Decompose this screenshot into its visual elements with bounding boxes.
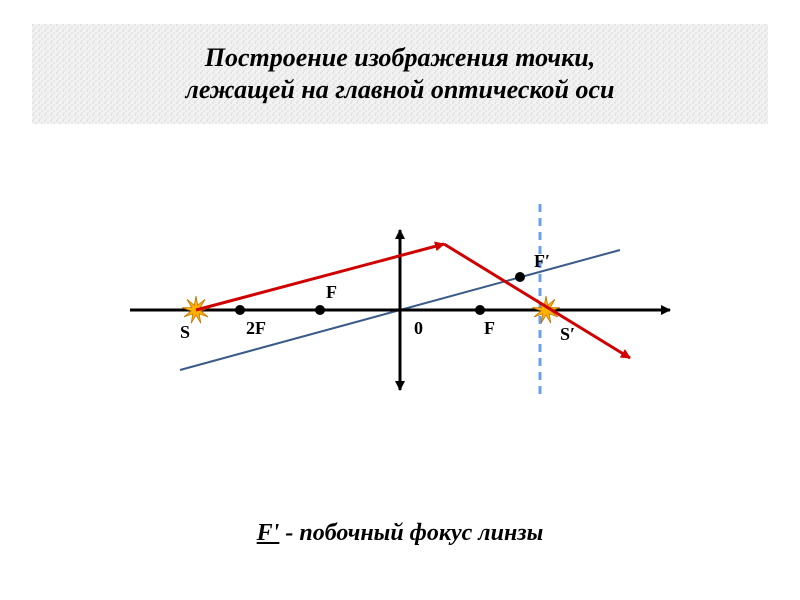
optics-diagram: S 2F F 0 F F′ S′ (100, 180, 700, 440)
caption: F' - побочный фокус линзы (0, 520, 800, 547)
label-F-right: F (484, 318, 495, 338)
point-F-left (315, 305, 325, 315)
label-F-prime: F′ (534, 251, 550, 271)
label-S: S (180, 322, 190, 342)
caption-rest: - побочный фокус линзы (279, 520, 543, 546)
title-band: Построение изображения точки, лежащей на… (32, 24, 768, 124)
label-F-left: F (326, 282, 337, 302)
point-2F (235, 305, 245, 315)
label-origin: 0 (414, 318, 423, 338)
label-S-prime: S′ (560, 324, 575, 344)
point-F-right (475, 305, 485, 315)
title-line-1: Построение изображения точки, (205, 43, 595, 72)
incident-ray (196, 244, 444, 310)
page-title: Построение изображения точки, лежащей на… (185, 42, 614, 107)
point-F-prime (515, 272, 525, 282)
title-line-2: лежащей на главной оптической оси (185, 75, 614, 104)
label-2F: 2F (246, 318, 266, 338)
caption-fprime: F' (257, 520, 280, 546)
